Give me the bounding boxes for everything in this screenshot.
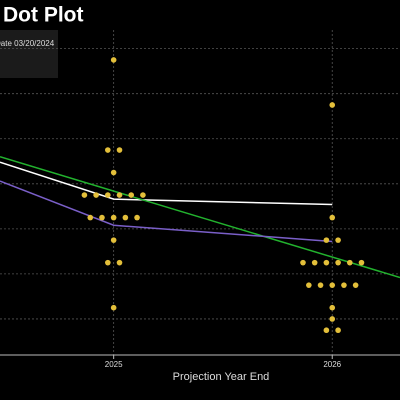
x-tick-label: 2026 xyxy=(323,360,341,369)
dot xyxy=(116,192,123,198)
dot xyxy=(346,259,353,266)
dot xyxy=(311,259,318,266)
dot xyxy=(323,327,330,334)
dot xyxy=(140,192,146,198)
dot xyxy=(335,259,341,266)
line-series xyxy=(0,180,333,243)
dot xyxy=(317,282,324,288)
dot xyxy=(335,237,341,243)
dot xyxy=(99,214,105,221)
dot xyxy=(341,282,347,288)
dot xyxy=(329,102,336,108)
line-series xyxy=(0,161,333,206)
dot xyxy=(329,214,336,221)
dot xyxy=(105,147,111,153)
dot xyxy=(128,192,135,198)
dot xyxy=(87,214,94,221)
dot xyxy=(306,282,312,288)
dot xyxy=(105,192,111,198)
dot xyxy=(300,259,306,266)
dot xyxy=(110,57,117,63)
dot xyxy=(335,327,341,334)
dot xyxy=(329,304,336,311)
dot xyxy=(116,147,123,153)
chart-title: Dot Plot xyxy=(3,4,83,27)
x-tick-label: 2025 xyxy=(105,360,123,369)
dot xyxy=(93,192,99,198)
dot xyxy=(110,169,117,176)
dot xyxy=(323,259,330,266)
dot xyxy=(110,237,117,243)
legend-box xyxy=(0,30,58,78)
x-axis-label: Projection Year End xyxy=(173,371,270,383)
dot xyxy=(329,282,336,288)
dot xyxy=(116,259,123,266)
dot xyxy=(81,192,88,198)
dot xyxy=(352,282,359,288)
dot xyxy=(323,237,330,243)
legend-text: Date 03/20/2024 xyxy=(0,39,55,48)
dot xyxy=(110,214,117,221)
dot xyxy=(122,214,129,221)
dot xyxy=(105,259,111,266)
dot xyxy=(110,304,117,311)
dot xyxy=(329,316,336,322)
dot xyxy=(358,259,365,266)
dot xyxy=(134,214,140,221)
line-series xyxy=(0,156,400,279)
